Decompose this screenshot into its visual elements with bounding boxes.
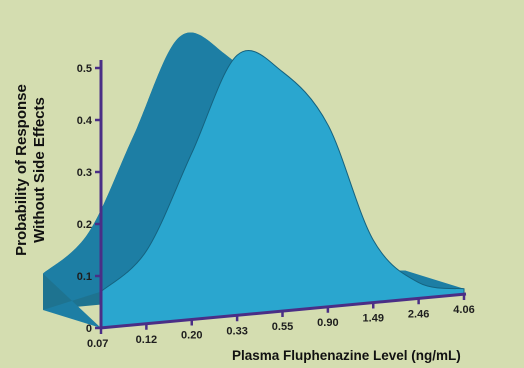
y-tick-label: 0.4	[77, 115, 93, 127]
x-axis-title: Plasma Fluphenazine Level (ng/mL)	[232, 348, 461, 363]
x-tick-label: 0.33	[226, 325, 247, 337]
y-tick-label: 0	[86, 323, 92, 335]
y-axis-title-line-1: Probability of Response	[13, 84, 30, 256]
y-tick-label: 0.1	[77, 271, 92, 283]
y-axis-ticks: 0 0.1 0.2 0.3 0.4 0.5	[77, 63, 101, 335]
y-tick-label: 0.3	[77, 167, 92, 179]
x-tick-label: 1.49	[363, 313, 384, 325]
y-tick-label: 0.5	[77, 63, 92, 75]
x-tick-label: 4.06	[453, 304, 474, 316]
curve-front-face	[100, 50, 465, 329]
y-axis-title-line-2: Without Side Effects	[31, 97, 48, 243]
x-tick-label: 0.12	[136, 334, 157, 346]
x-tick-label: 0.55	[272, 321, 293, 333]
x-axis-ticks: 0.07 0.12 0.20 0.33 0.55 0.90 1.49 2.46 4.06	[87, 294, 475, 350]
x-tick-label: 0.20	[181, 330, 202, 342]
y-tick-label: 0.2	[77, 219, 92, 231]
x-tick-label: 2.46	[408, 308, 429, 320]
x-tick-label: 0.07	[87, 338, 108, 350]
x-tick-label: 0.90	[317, 317, 338, 329]
